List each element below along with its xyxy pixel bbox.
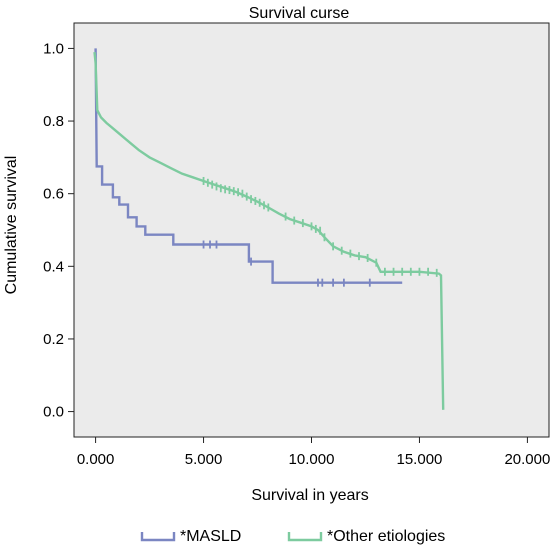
x-axis-label: Survival in years [251, 487, 368, 504]
x-axis: 0.000 5.000 10.000 15.000 20.000 [77, 437, 550, 468]
chart-title: Survival curse [249, 5, 350, 22]
legend-label: *MASLD [180, 528, 241, 545]
x-tick-label: 0.000 [77, 451, 115, 468]
x-tick-label: 15.000 [397, 451, 443, 468]
y-tick-label: 0.2 [43, 331, 64, 348]
series-1 [94, 48, 403, 287]
y-tick-label: 0.4 [43, 258, 64, 275]
legend-swatch [140, 532, 176, 542]
series-2 [93, 51, 445, 410]
x-tick-label: 5.000 [185, 451, 223, 468]
survival-line [93, 51, 445, 410]
y-tick-label: 0.0 [43, 404, 64, 421]
legend-label: *Other etiologies [327, 528, 445, 545]
y-tick-label: 0.8 [43, 113, 64, 130]
y-axis-label: Cumulative survival [3, 156, 20, 295]
series-group [93, 48, 445, 410]
y-tick-label: 0.6 [43, 186, 64, 203]
legend-swatch [287, 532, 323, 542]
legend: *MASLD *Other etiologies [140, 528, 445, 545]
x-tick-label: 10.000 [289, 451, 335, 468]
y-tick-label: 1.0 [43, 40, 64, 57]
y-axis: 0.0 0.2 0.4 0.6 0.8 1.0 [43, 40, 74, 421]
x-tick-label: 20.000 [504, 451, 550, 468]
survival-line [94, 48, 403, 284]
